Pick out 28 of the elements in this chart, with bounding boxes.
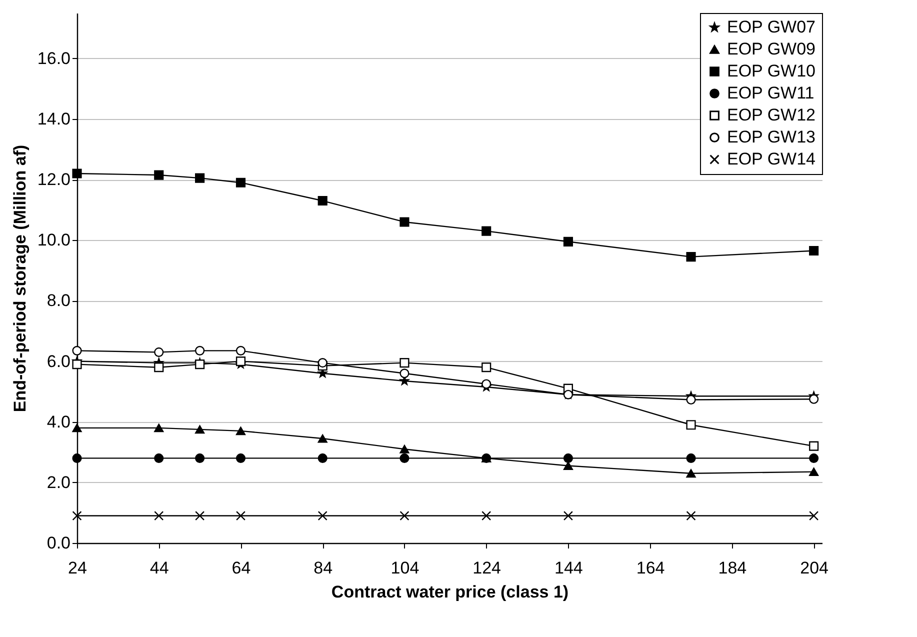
legend-label: EOP GW07	[727, 18, 816, 36]
legend-label: EOP GW10	[727, 62, 816, 80]
y-tick-label: 6.0	[46, 352, 70, 371]
legend-label: EOP GW13	[727, 128, 816, 146]
y-tick-label: 10.0	[37, 230, 70, 250]
legend-label: EOP GW14	[727, 150, 816, 168]
x-tick-label: 124	[472, 558, 502, 578]
legend-label: EOP GW09	[727, 40, 816, 58]
legend-label: EOP GW11	[727, 84, 814, 102]
y-axis-title: End-of-period storage (Million af)	[10, 144, 30, 412]
y-tick-label: 8.0	[46, 291, 70, 310]
x-tick-label: 44	[150, 558, 169, 578]
y-tick-label: 12.0	[37, 170, 70, 190]
y-tick-label: 16.0	[37, 48, 70, 68]
x-tick-label: 104	[390, 558, 420, 578]
x-axis-title: Contract water price (class 1)	[331, 582, 569, 602]
y-tick-label: 4.0	[46, 412, 70, 432]
y-tick-label: 0.0	[46, 534, 70, 552]
x-tick-label: 164	[636, 558, 665, 578]
x-tick-label: 144	[554, 558, 583, 578]
y-tick-label: 14.0	[37, 110, 70, 128]
x-tick-label: 84	[314, 558, 333, 578]
legend-label: EOP GW12	[727, 106, 816, 124]
x-tick-label: 24	[68, 558, 87, 578]
x-tick-label: 204	[800, 558, 828, 578]
y-tick-label: 2.0	[46, 472, 70, 492]
x-tick-label: 184	[718, 558, 747, 578]
x-tick-label: 64	[232, 558, 251, 578]
